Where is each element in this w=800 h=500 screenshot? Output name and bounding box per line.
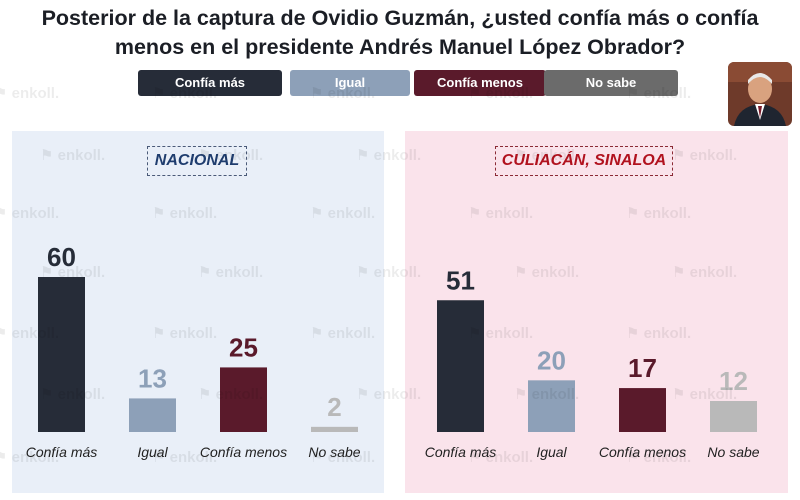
bar-culiacan-4 xyxy=(710,401,757,432)
bar-nacional-3 xyxy=(220,367,267,432)
legend-item-confia-mas: Confía más xyxy=(138,70,282,96)
data-label-nacional-3: 25 xyxy=(229,332,258,362)
title-line-1: Posterior de la captura de Ovidio Guzmán… xyxy=(41,6,759,30)
panel-title-nacional: NACIONAL xyxy=(147,146,247,176)
bar-nacional-4 xyxy=(311,426,358,432)
legend-item-igual: Igual xyxy=(290,70,410,96)
president-photo xyxy=(728,62,792,126)
category-label-nacional-1: Confía más xyxy=(26,444,98,460)
legend-item-confia-menos: Confía menos xyxy=(414,70,546,96)
legend-item-no-sabe: No sabe xyxy=(544,70,678,96)
bar-culiacan-2 xyxy=(528,380,575,432)
category-label-culiacan-2: Igual xyxy=(536,444,567,460)
bar-culiacan-1 xyxy=(437,300,484,432)
panel-title-culiacan: CULIACÁN, SINALOA xyxy=(495,146,673,176)
data-label-nacional-1: 60 xyxy=(47,242,76,272)
data-label-nacional-4: 2 xyxy=(327,392,341,422)
data-label-nacional-2: 13 xyxy=(138,363,167,393)
chart-title: Posterior de la captura de Ovidio Guzmán… xyxy=(0,4,800,62)
category-label-culiacan-1: Confía más xyxy=(425,444,497,460)
bar-culiacan-3 xyxy=(619,388,666,432)
category-label-nacional-2: Igual xyxy=(137,444,168,460)
legend: Confía más Igual Confía menos No sabe xyxy=(0,70,800,100)
title-line-2: menos en el presidente Andrés Manuel Lóp… xyxy=(114,35,686,59)
bar-nacional-2 xyxy=(129,398,176,432)
portrait-icon xyxy=(728,62,792,126)
data-label-culiacan-2: 20 xyxy=(537,345,566,375)
data-label-culiacan-1: 51 xyxy=(446,265,475,295)
bar-nacional-1 xyxy=(38,277,85,432)
category-label-culiacan-4: No sabe xyxy=(707,444,759,460)
category-label-nacional-3: Confía menos xyxy=(200,444,287,460)
data-label-culiacan-4: 12 xyxy=(719,366,748,396)
category-label-nacional-4: No sabe xyxy=(308,444,360,460)
category-label-culiacan-3: Confía menos xyxy=(599,444,686,460)
data-label-culiacan-3: 17 xyxy=(628,353,657,383)
